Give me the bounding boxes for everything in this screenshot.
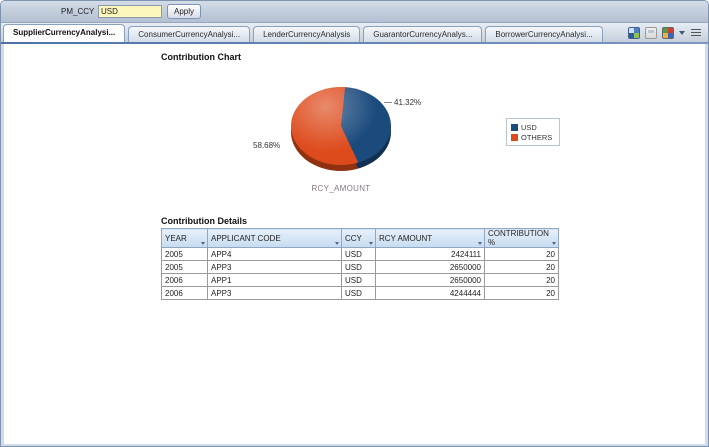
cell-rcy-amount: 2650000 [375, 260, 485, 274]
column-header-year[interactable]: YEAR [161, 228, 208, 248]
cell-applicant-code: APP3 [207, 260, 342, 274]
cell-year: 2006 [161, 273, 208, 287]
pie-label-others: 58.68% [253, 141, 281, 150]
legend-item-others: OTHERS [511, 132, 555, 142]
apply-button[interactable]: Apply [167, 4, 202, 19]
tab-consumer-currency-analysis[interactable]: ConsumerCurrencyAnalysi... [128, 26, 251, 42]
pie-series-label: RCY_AMOUNT [311, 184, 371, 193]
sort-caret-icon[interactable] [201, 242, 205, 245]
chart-title: Contribution Chart [161, 52, 241, 62]
pie-label-leader-line [384, 102, 392, 103]
table-row: 2005 APP3 USD 2650000 20 [161, 260, 559, 274]
legend-item-usd: USD [511, 122, 555, 132]
column-header-ccy[interactable]: CCY [341, 228, 376, 248]
pm-ccy-input[interactable] [98, 5, 162, 18]
cell-contribution-pct: 20 [484, 260, 559, 274]
table-header-row: YEAR APPLICANT CODE CCY RCY AMOUNT CONTR… [161, 228, 559, 248]
pm-ccy-label: PM_CCY [61, 7, 95, 16]
tab-borrower-currency-analysis[interactable]: BorrowerCurrencyAnalysi... [485, 26, 603, 42]
cell-ccy: USD [341, 286, 376, 300]
details-title: Contribution Details [161, 216, 247, 226]
sort-caret-icon[interactable] [552, 242, 556, 245]
cell-rcy-amount: 2650000 [375, 273, 485, 287]
contribution-details-table: YEAR APPLICANT CODE CCY RCY AMOUNT CONTR… [161, 228, 559, 300]
cell-contribution-pct: 20 [484, 247, 559, 261]
tab-underline [1, 42, 708, 44]
sort-caret-icon[interactable] [478, 242, 482, 245]
cell-ccy: USD [341, 247, 376, 261]
cell-contribution-pct: 20 [484, 286, 559, 300]
chart-legend: USD OTHERS [506, 118, 560, 146]
tab-supplier-currency-analysis[interactable]: SupplierCurrencyAnalysi... [3, 24, 126, 42]
column-header-rcy-amount[interactable]: RCY AMOUNT [375, 228, 485, 248]
sort-caret-icon[interactable] [369, 242, 373, 245]
legend-swatch-usd [511, 123, 518, 131]
cell-applicant-code: APP4 [207, 247, 342, 261]
cell-year: 2005 [161, 260, 208, 274]
report-content: Contribution Chart 41.32% 58.68% RCY_AMO… [1, 44, 708, 446]
cell-contribution-pct: 20 [484, 273, 559, 287]
column-header-applicant-code[interactable]: APPLICANT CODE [207, 228, 342, 248]
table-row: 2006 APP3 USD 4244444 20 [161, 286, 559, 300]
tab-guarantor-currency-analysis[interactable]: GuarantorCurrencyAnalys... [363, 26, 483, 42]
column-header-contribution-pct[interactable]: CONTRIBUTION % [484, 228, 559, 248]
view-options-icon[interactable] [662, 27, 674, 39]
cell-applicant-code: APP3 [207, 286, 342, 300]
cell-applicant-code: APP1 [207, 273, 342, 287]
tab-bar: SupplierCurrencyAnalysi... ConsumerCurre… [1, 23, 708, 42]
tab-lender-currency-analysis[interactable]: LenderCurrencyAnalysis [253, 26, 361, 42]
legend-swatch-others [511, 133, 518, 141]
cell-ccy: USD [341, 260, 376, 274]
cell-year: 2005 [161, 247, 208, 261]
legend-label-others: OTHERS [521, 132, 553, 142]
table-row: 2005 APP4 USD 2424111 20 [161, 247, 559, 261]
chevron-down-icon[interactable] [679, 31, 685, 35]
cell-rcy-amount: 4244444 [375, 286, 485, 300]
export-icon[interactable] [645, 27, 657, 39]
cell-ccy: USD [341, 273, 376, 287]
parameter-bar: PM_CCY Apply [1, 1, 708, 23]
table-row: 2006 APP1 USD 2650000 20 [161, 273, 559, 287]
toolbar [628, 27, 702, 39]
refresh-icon[interactable] [628, 27, 640, 39]
menu-icon[interactable] [690, 27, 702, 39]
pie-slices[interactable] [291, 87, 391, 165]
legend-label-usd: USD [521, 122, 537, 132]
sort-caret-icon[interactable] [335, 242, 339, 245]
cell-year: 2006 [161, 286, 208, 300]
cell-rcy-amount: 2424111 [375, 247, 485, 261]
pie-label-usd: 41.32% [394, 98, 422, 107]
